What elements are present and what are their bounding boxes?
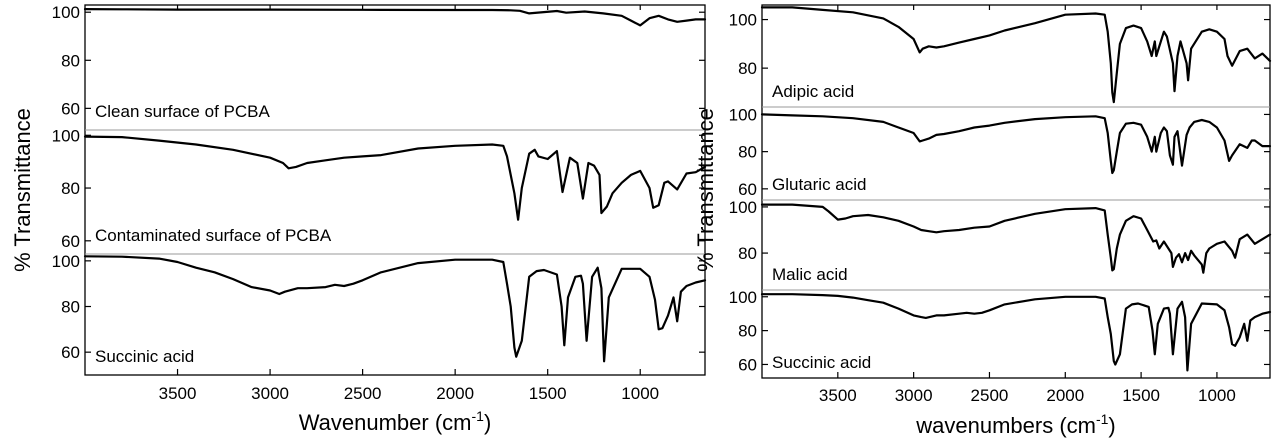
y-tick-label: 100 bbox=[729, 105, 757, 124]
panel-label: Succinic acid bbox=[95, 347, 194, 366]
spectrum-trace bbox=[760, 203, 1272, 274]
panel-2: 100 80 60 Contaminated surface of PCBA bbox=[52, 126, 707, 251]
y-tick-label: 60 bbox=[61, 232, 80, 251]
x-tick-label: 1500 bbox=[1122, 386, 1160, 405]
y-tick-label: 100 bbox=[729, 11, 757, 30]
y-tick-label: 80 bbox=[738, 322, 757, 341]
y-tick-label: 100 bbox=[729, 198, 757, 217]
x-axis-title: Wavenumber (cm-1) bbox=[299, 408, 492, 435]
spectrum-trace bbox=[760, 6, 1272, 104]
panel-label: Contaminated surface of PCBA bbox=[95, 226, 332, 245]
x-tick-label: 1500 bbox=[529, 384, 567, 403]
plot-frame bbox=[761, 4, 1271, 379]
y-axis-title: % Transmittance bbox=[693, 108, 718, 272]
y-tick-label: 100 bbox=[52, 3, 80, 22]
y-tick-label: 80 bbox=[738, 59, 757, 78]
panel-3: 100 80 60 Succinic acid bbox=[52, 252, 707, 366]
panel-label: Adipic acid bbox=[772, 82, 854, 101]
panel-label: Clean surface of PCBA bbox=[95, 102, 270, 121]
left-chart: 100 80 60 Clean surface of PCBA 100 80 60 Conta… bbox=[10, 3, 707, 435]
x-tick-label: 3500 bbox=[159, 384, 197, 403]
panel-2: 100 80 60 Glutaric acid bbox=[729, 105, 1272, 199]
x-tick-label: 3000 bbox=[895, 386, 933, 405]
right-chart: 100 80 Adipic acid 100 80 60 Glutaric acid 100 8… bbox=[693, 4, 1272, 438]
y-tick-label: 60 bbox=[61, 343, 80, 362]
spectrum-trace bbox=[83, 135, 707, 221]
spectrum-trace bbox=[83, 255, 707, 363]
y-tick-label: 80 bbox=[61, 179, 80, 198]
x-tick-label: 1000 bbox=[1198, 386, 1236, 405]
x-tick-label: 2500 bbox=[971, 386, 1009, 405]
panel-3: 100 80 Malic acid bbox=[729, 198, 1272, 284]
x-tick-label: 1000 bbox=[621, 384, 659, 403]
panel-label: Malic acid bbox=[772, 265, 848, 284]
x-tick-label: 3500 bbox=[819, 386, 857, 405]
panel-1: 100 80 Adipic acid bbox=[729, 6, 1272, 104]
y-tick-label: 100 bbox=[729, 288, 757, 307]
x-axis-title: wavenumbers (cm-1) bbox=[915, 411, 1116, 438]
y-axis-title: % Transmittance bbox=[10, 108, 35, 272]
x-tick-label: 2500 bbox=[344, 384, 382, 403]
x-tick-label: 3000 bbox=[251, 384, 289, 403]
y-tick-label: 100 bbox=[52, 126, 80, 145]
spectrum-trace bbox=[760, 293, 1272, 372]
spectrum-trace bbox=[760, 113, 1272, 175]
panel-label: Succinic acid bbox=[772, 353, 871, 372]
y-tick-label: 80 bbox=[61, 298, 80, 317]
plot-frame bbox=[84, 4, 706, 376]
panel-1: 100 80 60 Clean surface of PCBA bbox=[52, 3, 707, 121]
panel-label: Glutaric acid bbox=[772, 175, 866, 194]
panel-4: 100 80 60 Succinic acid bbox=[729, 288, 1272, 374]
y-tick-label: 60 bbox=[61, 99, 80, 118]
y-tick-label: 100 bbox=[52, 252, 80, 271]
spectrum-trace bbox=[83, 8, 707, 27]
x-tick-label: 2000 bbox=[436, 384, 474, 403]
y-tick-label: 80 bbox=[738, 143, 757, 162]
y-tick-label: 60 bbox=[738, 355, 757, 374]
x-tick-label: 2000 bbox=[1046, 386, 1084, 405]
y-tick-label: 80 bbox=[61, 51, 80, 70]
y-tick-label: 80 bbox=[738, 244, 757, 263]
y-tick-label: 60 bbox=[738, 180, 757, 199]
